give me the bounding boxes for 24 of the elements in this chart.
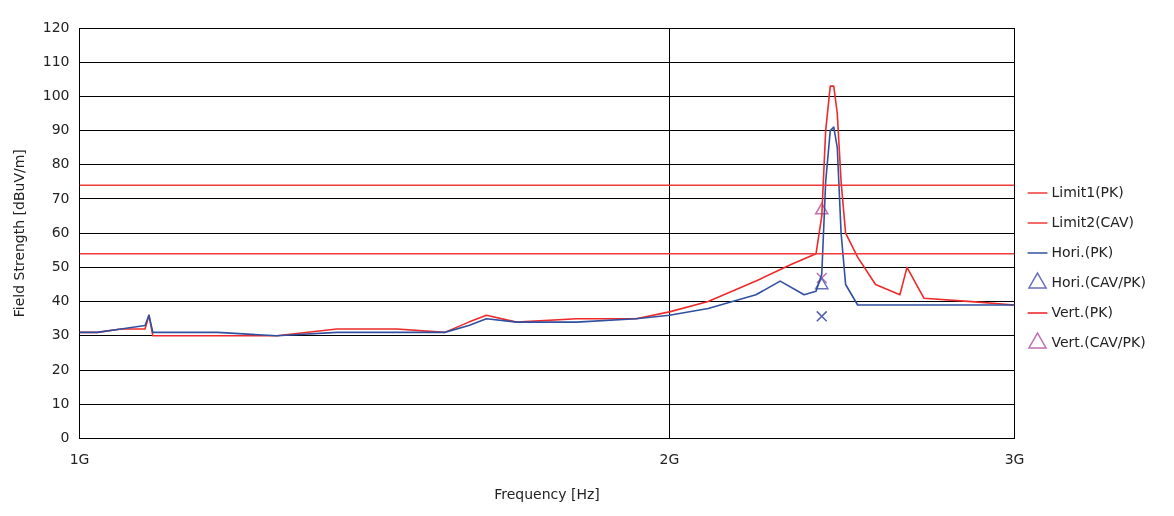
legend-label: Limit1(PK) (1051, 183, 1124, 200)
y-tick-label: 70 (51, 189, 70, 206)
y-tick-label: 80 (51, 155, 70, 172)
y-tick-label: 100 (42, 87, 70, 104)
legend-label: Vert.(PK) (1051, 303, 1113, 320)
legend-label: Vert.(CAV/PK) (1051, 333, 1146, 350)
x-axis-title: Frequency [Hz] (494, 486, 600, 503)
y-tick-label: 20 (51, 360, 70, 377)
legend-label: Hori.(PK) (1051, 243, 1114, 260)
y-tick-label: 90 (51, 121, 70, 138)
y-tick-label: 30 (51, 326, 70, 343)
y-tick-label: 110 (42, 52, 70, 69)
y-tick-label: 50 (51, 258, 70, 275)
y-axis-title: Field Strength [dBuV/m] (11, 149, 28, 318)
y-tick-label: 120 (42, 18, 70, 35)
x-tick-label: 2G (659, 451, 680, 468)
legend-label: Hori.(CAV/PK) (1051, 273, 1147, 290)
legend-label: Limit2(CAV) (1051, 213, 1135, 230)
y-tick-label: 10 (51, 394, 70, 411)
x-tick-label: 1G (69, 451, 90, 468)
y-tick-label: 60 (51, 223, 70, 240)
y-tick-label: 40 (51, 292, 70, 309)
x-tick-label: 3G (1004, 451, 1025, 468)
y-tick-label: 0 (60, 429, 70, 446)
